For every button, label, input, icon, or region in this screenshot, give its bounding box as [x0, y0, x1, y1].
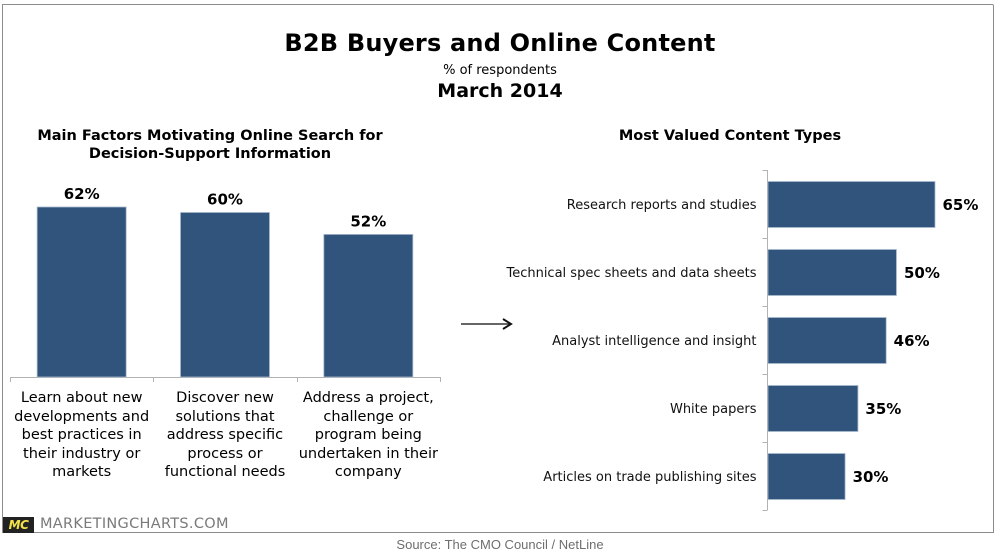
left-panel-title: Main Factors Motivating Online Search fo… — [10, 127, 410, 163]
left-bar-value-label: 60% — [207, 190, 243, 208]
right-bar-value-label: 65% — [943, 196, 979, 214]
left-bar-value-label: 62% — [64, 185, 100, 203]
right-bar-value-label: 30% — [853, 468, 889, 486]
left-category-label-line: company — [334, 464, 402, 480]
right-category-label: Analyst intelligence and insight — [552, 334, 756, 349]
right-bar — [767, 249, 897, 296]
right-category-label: White papers — [670, 402, 757, 417]
source-note: Source: The CMO Council / NetLine — [396, 537, 604, 552]
left-category-label-line: undertaken in their — [298, 445, 438, 462]
right-panel-title: Most Valued Content Types — [618, 128, 842, 144]
left-category-label: Learn about new developments and best prac… — [10, 389, 153, 482]
left-category-label-line: their industry or — [23, 445, 141, 462]
chart-date: March 2014 — [437, 80, 563, 102]
left-category-label-line: solutions that — [175, 408, 275, 425]
marketingcharts-logo: MC — [3, 517, 34, 533]
left-panel-title-line: Decision-Support Information — [88, 146, 332, 162]
left-category-label-line: markets — [52, 464, 112, 480]
chart-frame — [2, 4, 994, 533]
left-bar — [323, 234, 414, 378]
right-category-label: Articles on trade publishing sites — [543, 470, 756, 485]
left-category-label-line: best practices in — [21, 427, 142, 443]
chart-title: B2B Buyers and Online Content — [284, 29, 716, 57]
arrow-icon — [461, 318, 513, 330]
chart-subtitle: % of respondents — [443, 63, 557, 78]
right-bar — [767, 385, 859, 432]
left-category-label-line: functional needs — [164, 464, 286, 480]
right-category-label: Research reports and studies — [567, 198, 757, 213]
left-category-label: Discover new solutions that address specif… — [153, 389, 296, 482]
right-bar-value-label: 35% — [865, 400, 901, 418]
brand-name: MARKETINGCHARTS.COM — [40, 516, 229, 532]
left-panel-title-line: Main Factors Motivating Online Search fo… — [37, 128, 383, 144]
left-category-label-line: address specific — [166, 427, 284, 443]
left-bar-value-label: 52% — [350, 212, 386, 230]
left-category-label-line: process or — [187, 445, 263, 462]
left-category-label-line: challenge or — [323, 408, 414, 425]
right-bar — [767, 317, 887, 364]
left-bar — [36, 206, 127, 378]
left-category-label-line: developments and — [14, 408, 150, 425]
left-category-label: Address a project, challenge or program be… — [297, 389, 440, 482]
right-bar-value-label: 46% — [894, 332, 930, 350]
left-bar — [180, 212, 270, 378]
right-bar — [767, 181, 936, 228]
right-bar-value-label: 50% — [904, 264, 940, 282]
right-bar — [767, 453, 846, 500]
left-category-label-line: Address a project, — [302, 390, 434, 406]
left-category-label-line: program being — [314, 427, 422, 443]
left-category-label-line: Learn about new — [20, 390, 143, 406]
left-category-label-line: Discover new — [176, 390, 274, 406]
right-category-label: Technical spec sheets and data sheets — [505, 266, 756, 281]
